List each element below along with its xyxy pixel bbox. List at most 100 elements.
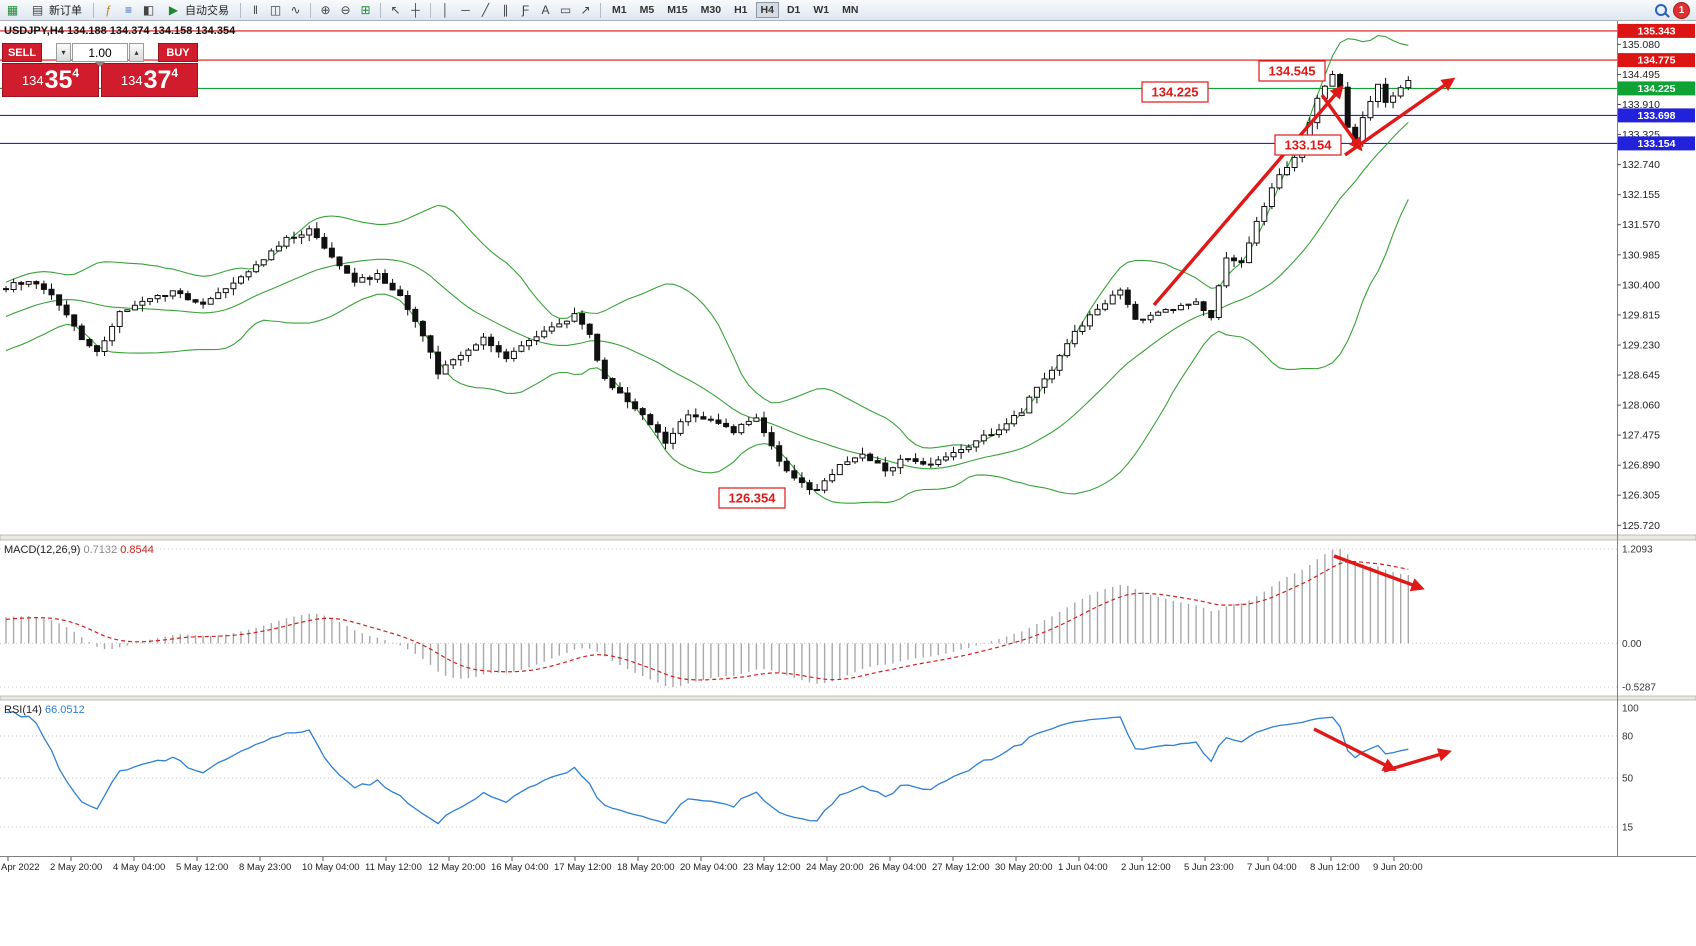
svg-text:134.225: 134.225	[1638, 83, 1676, 95]
svg-text:129.815: 129.815	[1622, 309, 1660, 321]
toolbar-separator	[380, 2, 381, 18]
order-doc-icon: ▤	[31, 3, 44, 17]
panel-frames	[0, 21, 1696, 857]
text-icon[interactable]: A	[541, 3, 550, 17]
chart-window-icon[interactable]: ▦	[6, 3, 19, 17]
svg-text:RSI(14) 66.0512: RSI(14) 66.0512	[4, 704, 85, 716]
volume-decrease-button[interactable]: ▾	[56, 43, 71, 62]
buy-button[interactable]: 134 37 4	[101, 63, 198, 97]
bar-chart-icon[interactable]: ‖	[253, 3, 258, 17]
time-axis[interactable]: Apr 2022 2 May 20:00 4 May 04:00 5 May 12:0…	[1, 857, 1423, 873]
search-icon[interactable]	[1655, 4, 1667, 16]
timeframe-h1[interactable]: H1	[729, 2, 752, 18]
sell-label[interactable]: SELL	[2, 43, 42, 62]
svg-text:80: 80	[1622, 732, 1634, 743]
price-annotation-box	[1141, 81, 1209, 103]
svg-text:2 Jun 12:00: 2 Jun 12:00	[1121, 862, 1171, 873]
channel-icon[interactable]: ∥	[502, 3, 509, 17]
svg-text:127.475: 127.475	[1622, 430, 1660, 442]
svg-text:128.645: 128.645	[1622, 370, 1660, 382]
price-annotation-box	[1274, 134, 1342, 156]
svg-text:20 May 04:00: 20 May 04:00	[680, 862, 738, 873]
svg-text:130.985: 130.985	[1622, 249, 1660, 261]
fibonacci-icon[interactable]: Ƒ	[521, 3, 530, 17]
buy-label[interactable]: BUY	[158, 43, 198, 62]
svg-text:135.080: 135.080	[1622, 39, 1660, 51]
timeframe-w1[interactable]: W1	[808, 2, 834, 18]
text-label-icon[interactable]: ▭	[559, 3, 572, 17]
svg-text:30 May 20:00: 30 May 20:00	[995, 862, 1053, 873]
toolbar-separator	[240, 2, 241, 18]
sell-button[interactable]: 134 35 4	[2, 63, 99, 97]
timeframe-m30[interactable]: M30	[696, 2, 726, 18]
svg-text:131.570: 131.570	[1622, 219, 1660, 231]
trend-arrow	[1152, 84, 1344, 307]
timeframe-m5[interactable]: M5	[635, 2, 660, 18]
autotrading-button[interactable]: ▶ 自动交易	[160, 1, 234, 19]
indicators-icon[interactable]: ƒ	[105, 3, 112, 17]
svg-text:18 May 20:00: 18 May 20:00	[617, 862, 675, 873]
timeframe-m15[interactable]: M15	[662, 2, 692, 18]
trendline-icon[interactable]: ╱	[481, 3, 490, 17]
svg-text:5 Jun 23:00: 5 Jun 23:00	[1184, 862, 1234, 873]
volume-increase-button[interactable]: ▴	[129, 43, 144, 62]
trend-arrow	[1383, 748, 1452, 773]
timeframe-h4[interactable]: H4	[755, 2, 779, 18]
notification-badge[interactable]: 1	[1673, 1, 1690, 19]
volume-input[interactable]	[72, 43, 128, 62]
svg-text:134.545: 134.545	[1269, 64, 1316, 79]
toolbar-separator	[93, 2, 94, 18]
price-annotation-box	[1258, 60, 1326, 82]
macd-panel: 1.2093 0.00 -0.5287 MACD(12,26,9) 0.7132 0.…	[0, 544, 1656, 694]
new-order-label: 新订单	[49, 5, 82, 17]
svg-text:4 May 04:00: 4 May 04:00	[113, 862, 165, 873]
candlestick-series	[3, 70, 1412, 495]
zoom-in-icon[interactable]: ⊕	[320, 3, 331, 17]
timeframe-m1[interactable]: M1	[607, 2, 632, 18]
zoom-out-icon[interactable]: ⊖	[340, 3, 351, 17]
one-click-trading-panel: SELL ▾ ▴ BUY 134 35 4 134 37 4	[2, 43, 198, 97]
svg-text:133.154: 133.154	[1285, 138, 1333, 153]
vertical-line-icon[interactable]: │	[441, 3, 450, 17]
toolbar: ▦ ▤ 新订单 ƒ ≡ ◧ ▶ 自动交易 ‖ ◫ ∿ ⊕ ⊖ ⊞ ↖ ┼ │ ─…	[0, 0, 1696, 21]
toolbar-separator	[310, 2, 311, 18]
trend-arrow	[1320, 94, 1363, 152]
annotations[interactable]: 134.225 134.545 133.154 126.354	[718, 60, 1456, 773]
cursor-icon[interactable]: ↖	[390, 3, 401, 17]
chart-symbol-ohlc: USDJPY,H4 134.188 134.374 134.158 134.35…	[4, 25, 236, 37]
line-chart-icon[interactable]: ∿	[290, 3, 301, 17]
svg-text:12 May 20:00: 12 May 20:00	[428, 862, 486, 873]
trend-arrow	[1333, 554, 1425, 592]
navigator-icon[interactable]: ◧	[142, 3, 155, 17]
price-annotation-box	[718, 487, 786, 509]
svg-text:0.00: 0.00	[1622, 639, 1642, 650]
timeframe-d1[interactable]: D1	[782, 2, 805, 18]
rsi-panel: 100 80 50 15 RSI(14) 66.0512	[0, 704, 1639, 834]
svg-text:134.775: 134.775	[1638, 55, 1676, 67]
svg-text:126.305: 126.305	[1622, 490, 1660, 502]
sell-price-big: 35	[44, 65, 73, 94]
svg-text:128.060: 128.060	[1622, 400, 1660, 412]
svg-text:26 May 04:00: 26 May 04:00	[869, 862, 927, 873]
spread-notch	[95, 62, 105, 72]
market-watch-icon[interactable]: ≡	[124, 3, 132, 17]
autotrading-label: 自动交易	[185, 5, 229, 17]
crosshair-icon[interactable]: ┼	[411, 3, 420, 17]
svg-text:-0.5287: -0.5287	[1622, 683, 1656, 694]
svg-text:129.230: 129.230	[1622, 340, 1660, 352]
svg-text:133.910: 133.910	[1622, 99, 1660, 111]
price-axis[interactable]: 135.080134.495133.910133.325132.740132.1…	[1617, 23, 1695, 532]
toolbar-right: 1	[1655, 1, 1692, 19]
horizontal-line-icon[interactable]: ─	[461, 3, 470, 17]
candlestick-chart-icon[interactable]: ◫	[269, 3, 282, 17]
horizontal-lines[interactable]	[0, 30, 1617, 144]
buy-price-big: 37	[143, 65, 172, 94]
svg-text:16 May 04:00: 16 May 04:00	[491, 862, 549, 873]
arrows-icon[interactable]: ↗	[580, 3, 591, 17]
svg-text:125.720: 125.720	[1622, 520, 1660, 532]
svg-text:1.2093: 1.2093	[1622, 545, 1653, 556]
new-order-button[interactable]: ▤ 新订单	[24, 1, 87, 19]
tile-windows-icon[interactable]: ⊞	[360, 3, 371, 17]
timeframe-mn[interactable]: MN	[837, 2, 863, 18]
